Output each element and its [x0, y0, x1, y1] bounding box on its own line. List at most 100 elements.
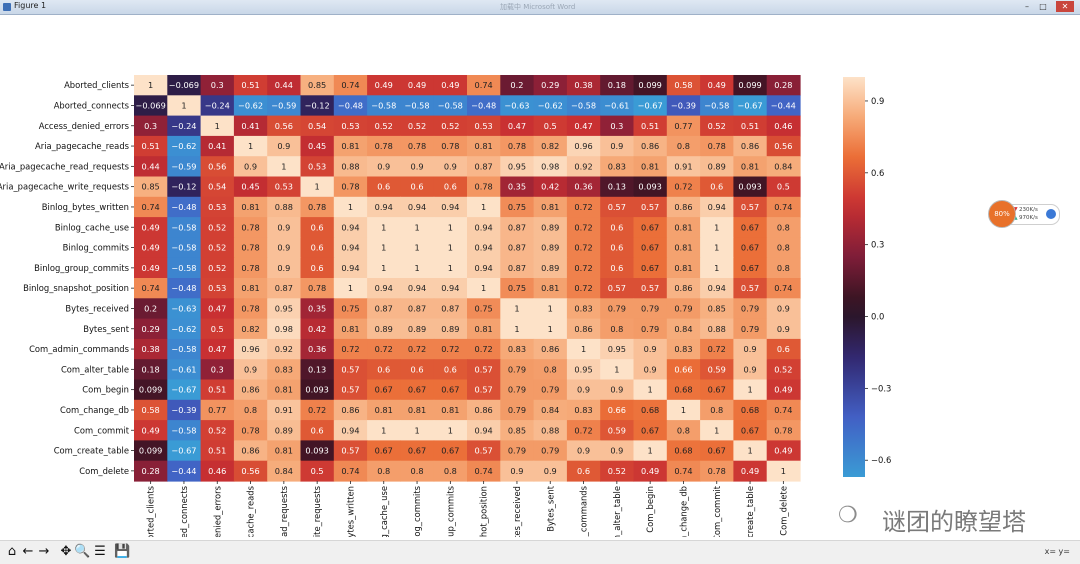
cell-value-label: 0.9 — [610, 385, 623, 395]
heatmap-cell — [700, 95, 734, 117]
heatmap-cell — [533, 379, 568, 401]
heatmap-cell — [666, 399, 701, 421]
cell-value-label: −0.62 — [538, 100, 563, 110]
minimize-button[interactable]: – — [1025, 2, 1029, 11]
heatmap-cell — [167, 156, 202, 178]
cell-value-label: 0.51 — [142, 141, 160, 151]
cell-value-label: 1 — [381, 243, 386, 253]
heatmap-cell — [200, 399, 235, 421]
heatmap-cell — [733, 257, 768, 279]
cell-value-label: 0.81 — [475, 324, 493, 334]
cell-value-label: 0.85 — [308, 80, 326, 90]
cell-value-label: 1 — [148, 80, 153, 90]
cell-value-label: 0.49 — [142, 263, 160, 273]
cell-value-label: 0.86 — [475, 405, 493, 415]
zoom-icon[interactable]: 🔍 — [74, 544, 91, 559]
cell-value-label: −0.48 — [171, 202, 196, 212]
forward-icon[interactable]: → — [38, 544, 50, 559]
heatmap-cell — [666, 95, 701, 117]
heatmap-cell — [600, 318, 635, 340]
heatmap-cell — [134, 460, 168, 482]
heatmap-cell — [533, 298, 568, 320]
cell-value-label: 0.82 — [541, 141, 559, 151]
cell-value-label: −0.44 — [171, 466, 196, 476]
cell-value-label: 0.51 — [241, 80, 259, 90]
heatmap-cell — [367, 338, 401, 360]
pan-icon[interactable]: ✥ — [60, 544, 72, 559]
heatmap-cell — [267, 257, 302, 279]
heatmap-cell — [733, 156, 768, 178]
cell-value-label: 1 — [414, 425, 419, 435]
cell-value-label: 0.3 — [610, 121, 623, 131]
heatmap-cell — [533, 217, 568, 238]
cell-value-label: 0.45 — [308, 141, 326, 151]
cell-value-label: 0.79 — [541, 385, 559, 395]
heatmap-cell — [267, 176, 302, 198]
y-tick-label: Binlog_bytes_written — [42, 202, 129, 212]
cell-value-label: 0.099 — [139, 446, 162, 456]
heatmap-cell — [533, 338, 568, 360]
heatmap-cell — [600, 217, 635, 238]
close-button[interactable]: ✕ — [1056, 1, 1074, 12]
y-tick-label: Aborted_connects — [54, 100, 129, 110]
heatmap-cell — [700, 420, 734, 441]
cell-value-label: 0.88 — [275, 202, 293, 212]
cell-value-label: 1 — [348, 283, 353, 293]
cell-value-label: 0.52 — [408, 121, 426, 131]
heatmap-cell — [300, 196, 335, 218]
cell-value-label: 0.18 — [142, 364, 160, 374]
cell-value-label: 0.74 — [674, 466, 692, 476]
y-tick-label: Binlog_cache_use — [55, 222, 129, 232]
figure-canvas[interactable]: 1 −0.069 0.3 0.51 0.44 0.85 0.74 0.49 0.49 0.49 0.… — [0, 15, 1080, 537]
cell-value-label: 0.8 — [777, 222, 790, 232]
heatmap-cell — [566, 359, 601, 381]
heatmap-cell — [134, 217, 168, 238]
cell-value-label: 0.95 — [275, 303, 293, 313]
maximize-button[interactable]: □ — [1039, 2, 1047, 11]
heatmap-cell — [666, 257, 701, 279]
heatmap-cell — [733, 399, 768, 421]
cell-value-label: 0.67 — [708, 446, 726, 456]
network-speed-widget[interactable]: ▼ 230K/s ▲ 970K/s 80% — [988, 200, 1060, 228]
cell-value-label: 0.79 — [541, 446, 559, 456]
cell-value-label: 0.84 — [674, 324, 692, 334]
y-tick-label: Bytes_received — [65, 303, 129, 313]
heatmap-cell — [733, 135, 768, 157]
heatmap-cell — [500, 115, 535, 137]
cell-value-label: 0.57 — [741, 283, 759, 293]
cell-value-label: 0.093 — [638, 182, 661, 192]
heatmap-cell — [167, 379, 202, 401]
cell-value-label: 1 — [747, 385, 752, 395]
cell-value-label: 0.83 — [574, 303, 592, 313]
cell-value-label: 0.94 — [375, 283, 393, 293]
heatmap-cell — [267, 298, 302, 320]
heatmap-cell — [467, 379, 501, 401]
back-icon[interactable]: ← — [22, 544, 34, 559]
cell-value-label: 0.96 — [241, 344, 259, 354]
heatmap-cell — [566, 135, 601, 157]
cell-value-label: 0.093 — [305, 385, 328, 395]
heatmap-cell — [733, 420, 768, 441]
cell-value-label: 0.91 — [674, 161, 692, 171]
cell-value-label: 0.57 — [741, 202, 759, 212]
save-icon[interactable]: 💾 — [114, 544, 131, 559]
heatmap-cell — [233, 115, 268, 137]
heatmap-cell — [600, 298, 635, 320]
heatmap-cell — [200, 176, 235, 198]
cell-value-label: 1 — [781, 466, 786, 476]
cell-value-label: −0.58 — [571, 100, 596, 110]
heatmap-cell — [267, 75, 302, 96]
heatmap-cell — [666, 338, 701, 360]
cell-value-label: −0.24 — [171, 121, 196, 131]
heatmap-cell — [733, 379, 768, 401]
cell-value-label: 0.67 — [441, 385, 459, 395]
heatmap-cell — [666, 196, 701, 218]
heatmap-cell — [566, 176, 601, 198]
heatmap-cell — [500, 217, 535, 238]
heatmap-cell — [533, 278, 568, 299]
heatmap-cell — [566, 318, 601, 340]
configure-subplots-icon[interactable]: ☰ — [94, 544, 106, 559]
heatmap-cell — [300, 460, 335, 482]
home-icon[interactable]: ⌂ — [7, 544, 17, 559]
heatmap-cell — [633, 359, 668, 381]
